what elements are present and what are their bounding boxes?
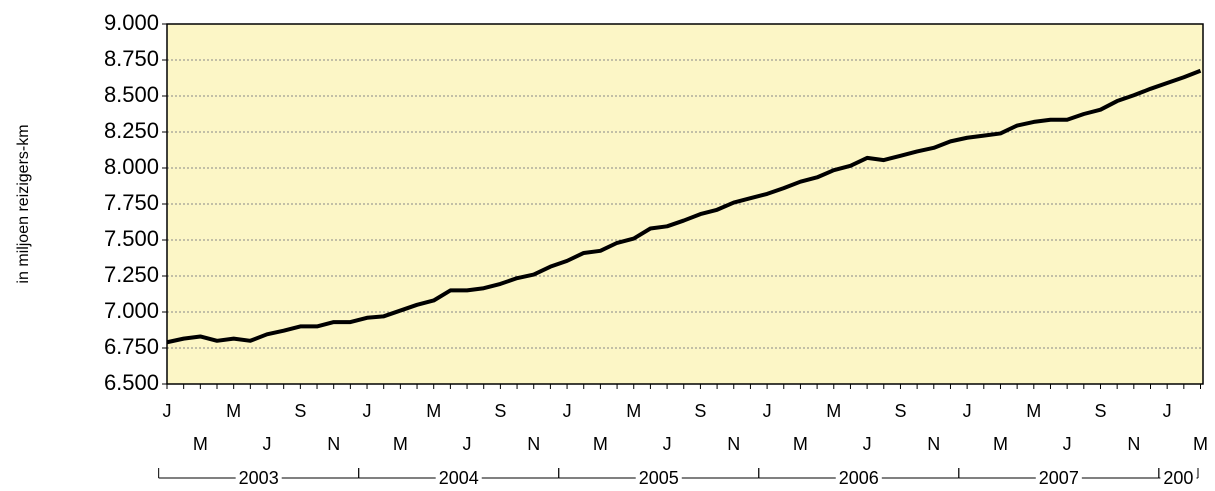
x-tick-label: J xyxy=(563,401,572,421)
x-tick-label: M xyxy=(793,434,808,454)
x-tick-label: M xyxy=(1026,401,1041,421)
x-tick-label: M xyxy=(226,401,241,421)
x-tick-label: J xyxy=(1163,401,1172,421)
year-label-bg xyxy=(435,476,482,480)
y-tick-label: 7.250 xyxy=(104,262,159,287)
x-tick-label: M xyxy=(626,401,641,421)
x-tick-label: M xyxy=(193,434,208,454)
x-tick-label: N xyxy=(327,434,340,454)
y-tick-label: 9.000 xyxy=(104,10,159,35)
y-tick-label: 7.500 xyxy=(104,226,159,251)
y-tick-label: 8.250 xyxy=(104,118,159,143)
plot-border xyxy=(166,23,1204,385)
x-tick-label: S xyxy=(1094,401,1106,421)
y-tick-label: 7.750 xyxy=(104,190,159,215)
year-label: 2005 xyxy=(639,468,679,488)
x-tick-label: M xyxy=(1193,434,1208,454)
data-line xyxy=(166,68,1202,345)
x-tick-label: S xyxy=(894,401,906,421)
x-tick-label: M xyxy=(993,434,1008,454)
x-tick-label: N xyxy=(927,434,940,454)
x-tick-label: J xyxy=(1063,434,1072,454)
x-tick-label: S xyxy=(294,401,306,421)
year-label-bg xyxy=(235,476,282,480)
year-label: 2003 xyxy=(239,468,279,488)
x-tick-label: N xyxy=(1127,434,1140,454)
year-label-bg xyxy=(1160,476,1197,480)
y-tick-label: 7.000 xyxy=(104,298,159,323)
y-tick-label: 8.750 xyxy=(104,46,159,71)
x-tick-label: N xyxy=(527,434,540,454)
y-tick-label: 6.500 xyxy=(104,370,159,395)
x-tick-label: J xyxy=(963,401,972,421)
y-tick-label: 6.750 xyxy=(104,334,159,359)
year-label-bg xyxy=(635,476,682,480)
year-label: 200 xyxy=(1163,468,1193,488)
x-tick-label: J xyxy=(663,434,672,454)
x-tick-label: M xyxy=(826,401,841,421)
year-label: 2004 xyxy=(439,468,479,488)
x-tick-label: M xyxy=(593,434,608,454)
year-label-bg xyxy=(835,476,882,480)
x-tick-label: J xyxy=(463,434,472,454)
y-tick-label: 8.500 xyxy=(104,82,159,107)
x-tick-label: M xyxy=(426,401,441,421)
x-tick-label: J xyxy=(763,401,772,421)
x-tick-label: S xyxy=(494,401,506,421)
year-label: 2006 xyxy=(839,468,879,488)
x-tick-label: J xyxy=(363,401,372,421)
year-label: 2007 xyxy=(1039,468,1079,488)
x-tick-label: J xyxy=(163,401,172,421)
year-label-bg xyxy=(1035,476,1082,480)
x-tick-label: N xyxy=(727,434,740,454)
y-axis-label: in miljoen reizigers-km xyxy=(15,124,32,283)
x-tick-label: J xyxy=(263,434,272,454)
x-tick-label: M xyxy=(393,434,408,454)
x-tick-label: S xyxy=(694,401,706,421)
x-tick-label: J xyxy=(863,434,872,454)
y-tick-label: 8.000 xyxy=(104,154,159,179)
